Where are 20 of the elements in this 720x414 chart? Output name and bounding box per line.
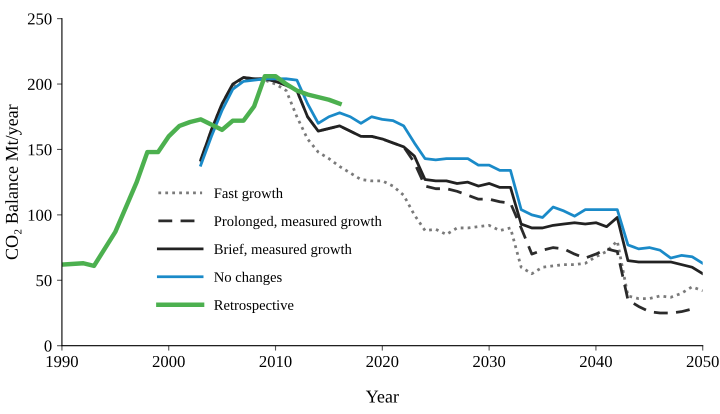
- x-tick-label: 2050: [686, 356, 719, 368]
- x-tick-label: 2020: [366, 356, 398, 368]
- x-axis-title: Year: [366, 390, 399, 403]
- legend-label: Prolonged, measured growth: [214, 216, 382, 230]
- legend-label: No changes: [214, 272, 282, 286]
- y-tick-label: 150: [28, 144, 52, 156]
- legend-label: Fast growth: [214, 188, 283, 202]
- legend-label: Brief, measured growth: [214, 244, 352, 258]
- x-tick-label: 2040: [580, 356, 612, 368]
- x-tick-label: 2000: [152, 356, 185, 368]
- x-tick-label: 2030: [473, 356, 506, 368]
- y-tick-label: 200: [28, 78, 52, 90]
- y-tick-label: 250: [28, 13, 52, 25]
- y-tick-label: 100: [28, 210, 52, 221]
- legend-label: Retrospective: [214, 300, 294, 313]
- x-tick-label: 1990: [46, 356, 78, 368]
- y-axis-title: CO₂ Balance Mt/year: [5, 104, 22, 260]
- x-tick-label: 2010: [260, 356, 292, 368]
- y-tick-label: 0: [44, 340, 52, 352]
- y-tick-label: 50: [36, 274, 52, 286]
